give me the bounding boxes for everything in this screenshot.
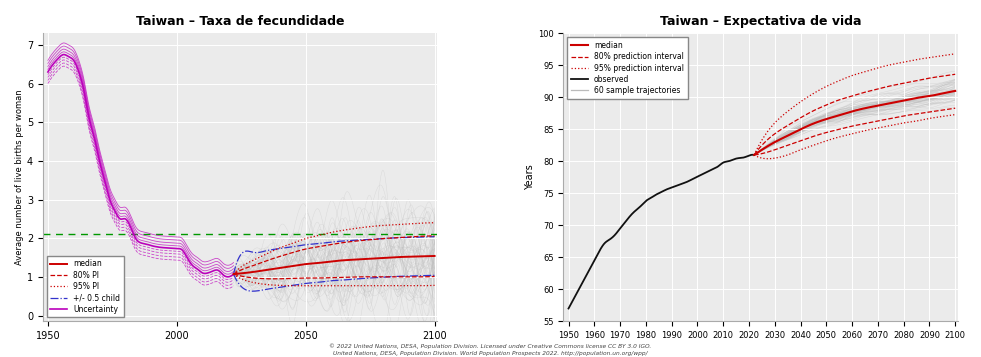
Text: United Nations, DESA, Population Division. World Population Prospects 2022. http: United Nations, DESA, Population Divisio… bbox=[334, 351, 647, 356]
Title: Taiwan – Taxa de fecundidade: Taiwan – Taxa de fecundidade bbox=[135, 15, 344, 28]
Legend: median, 80% PI, 95% PI, +/- 0.5 child, Uncertainty: median, 80% PI, 95% PI, +/- 0.5 child, U… bbox=[46, 256, 125, 317]
Text: © 2022 United Nations, DESA, Population Division. Licensed under Creative Common: © 2022 United Nations, DESA, Population … bbox=[330, 343, 651, 349]
Y-axis label: Years: Years bbox=[525, 165, 535, 190]
Legend: median, 80% prediction interval, 95% prediction interval, observed, 60 sample tr: median, 80% prediction interval, 95% pre… bbox=[567, 37, 688, 99]
Y-axis label: Average number of live births per woman: Average number of live births per woman bbox=[15, 90, 24, 265]
Title: Taiwan – Expectativa de vida: Taiwan – Expectativa de vida bbox=[660, 15, 861, 28]
